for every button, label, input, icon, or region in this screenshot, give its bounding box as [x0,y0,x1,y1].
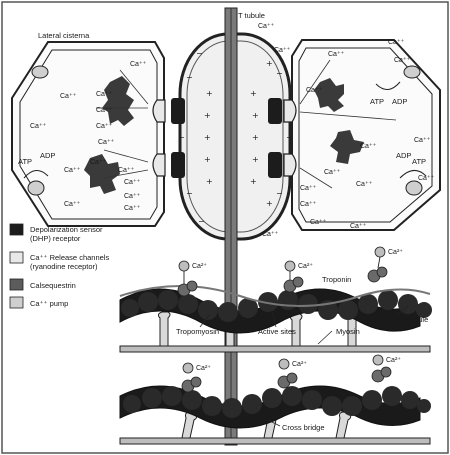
ca-ion: Ca⁺⁺ [124,205,141,212]
ca-ion: Ca⁺⁺ [394,57,411,64]
active-sites-label: Active sites [258,327,296,336]
adp-label-left: ADP [40,151,55,160]
ca-ion: Ca⁺⁺ [96,91,113,98]
t-tubule-label: T tubule [238,11,265,20]
adp-label-right-top: ADP [392,97,407,106]
ca-ion: Ca⁺⁺ [64,167,81,174]
legend-label: Ca⁺⁺ pump [30,299,68,308]
svg-text:−: − [186,73,193,82]
ca-ion: Ca⁺⁺ [350,223,367,230]
svg-text:+: + [206,89,213,98]
ca-ion: Ca⁺⁺ [30,123,47,130]
svg-text:−: − [286,133,293,142]
svg-text:−: − [178,133,185,142]
ca-ion: Ca⁺⁺ [98,139,115,146]
tropomyosin-strand [119,285,431,307]
thin-filament-cross-bridge: Ca²⁺ Ca²⁺ Ca²⁺ Cross bridge [119,354,431,445]
legend-label: Calsequestrin [30,281,76,290]
thin-filament-relaxed: Ca²⁺ Ca²⁺ Ca²⁺ Troponin Tropomyosin Acti… [119,246,432,353]
svg-text:+: + [250,89,257,98]
ca2-label: Ca²⁺ [192,263,207,270]
svg-text:+: + [250,177,257,186]
ca-ion: Ca⁺⁺ [388,39,405,46]
ca2-label: Ca²⁺ [292,361,307,368]
ca-ion: Ca⁺⁺ [90,159,107,166]
ca-pumps [27,65,423,196]
ca-ion: Ca⁺⁺ [306,87,323,94]
ca-ion: Ca⁺⁺ [64,201,81,208]
ca-ion: Ca⁺⁺ [324,169,341,176]
dhp-receptors [171,98,282,178]
g-actin-label: G-actin molecule [372,315,428,324]
atp-label-right-bottom: ATP [412,157,426,166]
ca-ion: Ca⁺⁺ [124,179,141,186]
right-cisterna-inner-wall [298,47,433,223]
ca-ion: Ca⁺⁺ [360,143,377,150]
calcium-ions-bound [178,246,386,272]
ca2-label: Ca²⁺ [298,263,313,270]
ca-ion: Ca⁺⁺ [130,61,147,68]
legend-swatch-calsequestrin [9,278,24,291]
ca-ion: Ca⁺⁺ [262,231,279,238]
ca-ion: Ca⁺⁺ [274,47,291,54]
ca-ion: Ca⁺⁺ [258,23,275,30]
legend-swatch-dhp [9,223,24,236]
svg-text:+: + [252,111,259,120]
svg-text:−: − [198,217,205,226]
svg-text:+: + [204,155,211,164]
ca-ion: Ca⁺⁺ [124,193,141,200]
left-cisterna-inner-wall [19,49,158,220]
svg-text:+: + [266,199,273,208]
svg-text:+: + [252,155,259,164]
svg-text:−: − [276,189,283,198]
ca-ion: Ca⁺⁺ [96,123,113,130]
svg-text:+: + [204,111,211,120]
lateral-cisterna-label: Lateral cisterna [38,31,90,40]
adp-label-right-bottom: ADP [396,151,411,160]
ca-ion: Ca⁺⁺ [60,93,77,100]
svg-text:+: + [266,59,273,68]
ryanodine-receptors [152,99,297,177]
membrane-charges: − − − − − + + + + + + + + + + + − + − − [178,49,293,226]
atp-label-right-top: ATP [370,97,384,106]
legend: Depolarization sensor (DHP) receptor Ca⁺… [9,223,109,309]
legend-label: Ca⁺⁺ Release channels [30,253,109,262]
ca-ion: Ca⁺⁺ [300,201,317,208]
svg-text:+: + [204,133,211,142]
tropomyosin-label: Tropomyosin [176,327,219,336]
legend-label: Depolarization sensor [30,225,103,234]
calsequestrin [84,76,364,194]
legend-label: (DHP) receptor [30,234,81,243]
ca2-label: Ca²⁺ [388,249,403,256]
ca-ion: Ca⁺⁺ [96,107,113,114]
ca-ion: Ca⁺⁺ [310,219,327,226]
svg-text:−: − [196,49,203,58]
ca2-label: Ca²⁺ [196,365,211,372]
legend-swatch-ryanodine [9,251,24,264]
svg-text:+: + [206,177,213,186]
ca-ion-labels: Ca⁺⁺ Ca⁺⁺ Ca⁺⁺ Ca⁺⁺ Ca⁺⁺ Ca⁺⁺ Ca⁺⁺ Ca⁺⁺ … [30,23,435,238]
svg-text:−: − [276,69,283,78]
legend-swatch-ca-pump [9,296,24,309]
ca-ion: Ca⁺⁺ [418,175,435,182]
svg-text:−: − [186,189,193,198]
svg-text:+: + [252,133,259,142]
atp-label-left: ATP [18,157,32,166]
ca-ion: Ca⁺⁺ [328,51,345,58]
myosin-thick-filament [119,345,431,353]
legend-label: (ryanodine receptor) [30,262,98,271]
ca-ion: Ca⁺⁺ [356,181,373,188]
myosin-label: Myosin [336,327,360,336]
ca-ion: Ca⁺⁺ [300,185,317,192]
ca2-label: Ca²⁺ [386,357,401,364]
troponin-label: Troponin [322,275,351,284]
ca-ion: Ca⁺⁺ [118,167,135,174]
ca-ion: Ca⁺⁺ [414,137,431,144]
cross-bridge-label: Cross bridge [282,423,325,432]
myosin-thick-filament-lower [119,437,431,445]
sarcoplasmic-reticulum-panel: Lateral cisterna T tubule ATP ADP ATP AD… [11,7,441,446]
